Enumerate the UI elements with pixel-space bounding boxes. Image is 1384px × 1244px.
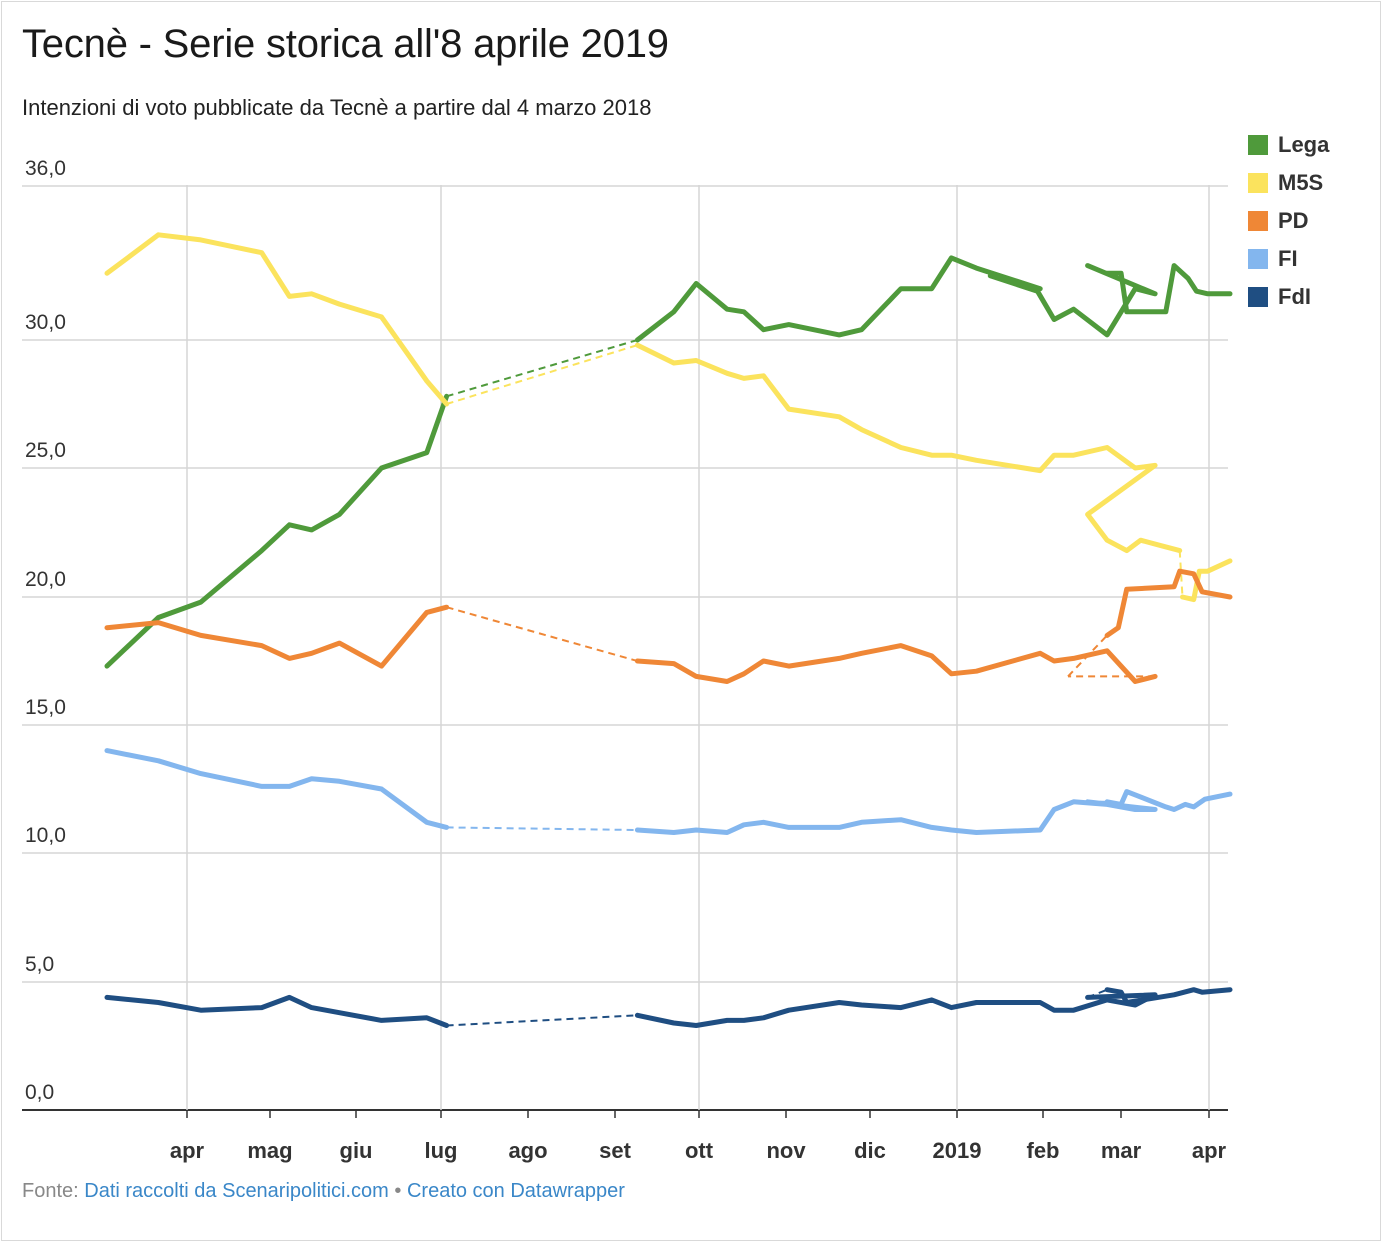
series-gap-lega: [446, 339, 638, 398]
x-tick-label: feb: [1027, 1138, 1060, 1163]
legend-label-fi: FI: [1278, 246, 1298, 271]
x-tick-label: giu: [340, 1138, 373, 1163]
series-line-fdi: [104, 994, 450, 1028]
x-tick-label: ago: [508, 1138, 547, 1163]
series-line-lega: [1104, 263, 1233, 315]
legend-swatch-fi: [1248, 249, 1268, 269]
x-tick-label: mar: [1101, 1138, 1142, 1163]
series-line-pd: [1104, 568, 1233, 638]
series-gap-pd: [446, 606, 638, 662]
series-line-m5s: [634, 342, 1183, 554]
legend-item-fi: FI: [1248, 240, 1329, 278]
x-tick-label: lug: [425, 1138, 458, 1163]
series-line-pd: [634, 643, 1158, 684]
x-tick-label: dic: [854, 1138, 886, 1163]
series-gap-m5s: [446, 344, 638, 405]
footer-separator: •: [394, 1180, 402, 1202]
footer-source-link[interactable]: Dati raccolti da Scenaripolitici.com: [84, 1180, 389, 1202]
series-line-fdi: [634, 992, 1158, 1028]
legend-item-pd: PD: [1248, 202, 1329, 240]
y-tick-label: 36,0: [25, 157, 66, 180]
series-line-fi: [1104, 789, 1233, 812]
x-tick-label: nov: [766, 1138, 806, 1163]
series-line-fi: [634, 799, 1158, 835]
y-tick-label: 0,0: [25, 1081, 54, 1104]
y-tick-label: 20,0: [25, 568, 66, 591]
legend-swatch-pd: [1248, 211, 1268, 231]
series-gap-lega: [1087, 264, 1108, 275]
y-tick-label: 30,0: [25, 311, 66, 334]
legend-label-lega: Lega: [1278, 132, 1330, 157]
series-line-pd: [104, 604, 450, 669]
legend-swatch-fdi: [1248, 287, 1268, 307]
legend-item-lega: Lega: [1248, 126, 1329, 164]
x-tick-label: set: [599, 1138, 631, 1163]
legend-label-m5s: M5S: [1278, 170, 1324, 195]
series-gap-pd: [1067, 634, 1108, 678]
footer-source-prefix: Fonte:: [22, 1180, 79, 1202]
series-gap-m5s: [1178, 550, 1184, 598]
series-gap-fdi: [1087, 988, 1108, 999]
legend-label-pd: PD: [1278, 208, 1309, 233]
x-tick-label: apr: [1192, 1138, 1227, 1163]
chart-subtitle: Intenzioni di voto pubblicate da Tecnè a…: [22, 95, 652, 120]
chart-title: Tecnè - Serie storica all'8 aprile 2019: [22, 22, 669, 66]
chart-footer: Fonte: Dati raccolti da Scenaripolitici.…: [22, 1180, 625, 1203]
legend-item-fdi: FdI: [1248, 278, 1329, 316]
series-line-m5s: [104, 232, 450, 407]
x-tick-label: mag: [247, 1138, 292, 1163]
legend: Lega M5S PD FI FdI: [1248, 126, 1329, 316]
series-line-m5s: [1180, 558, 1233, 603]
x-tick-label: ott: [685, 1138, 714, 1163]
series-line-lega: [634, 255, 1158, 343]
y-tick-label: 5,0: [25, 953, 54, 976]
series-line-fdi: [1104, 987, 1233, 1005]
y-tick-label: 10,0: [25, 824, 66, 847]
legend-swatch-lega: [1248, 135, 1268, 155]
series-line-fi: [104, 748, 450, 830]
legend-swatch-m5s: [1248, 173, 1268, 193]
x-tick-label: apr: [170, 1138, 205, 1163]
series-gap-fdi: [446, 1014, 638, 1027]
series-gap-fi: [446, 826, 638, 831]
series-line-lega: [104, 393, 450, 669]
legend-label-fdi: FdI: [1278, 284, 1311, 309]
y-tick-label: 25,0: [25, 439, 66, 462]
footer-credit-link[interactable]: Creato con Datawrapper: [406, 1180, 625, 1202]
legend-item-m5s: M5S: [1248, 164, 1329, 202]
y-tick-label: 15,0: [25, 696, 66, 719]
x-tick-label: 2019: [933, 1138, 982, 1163]
